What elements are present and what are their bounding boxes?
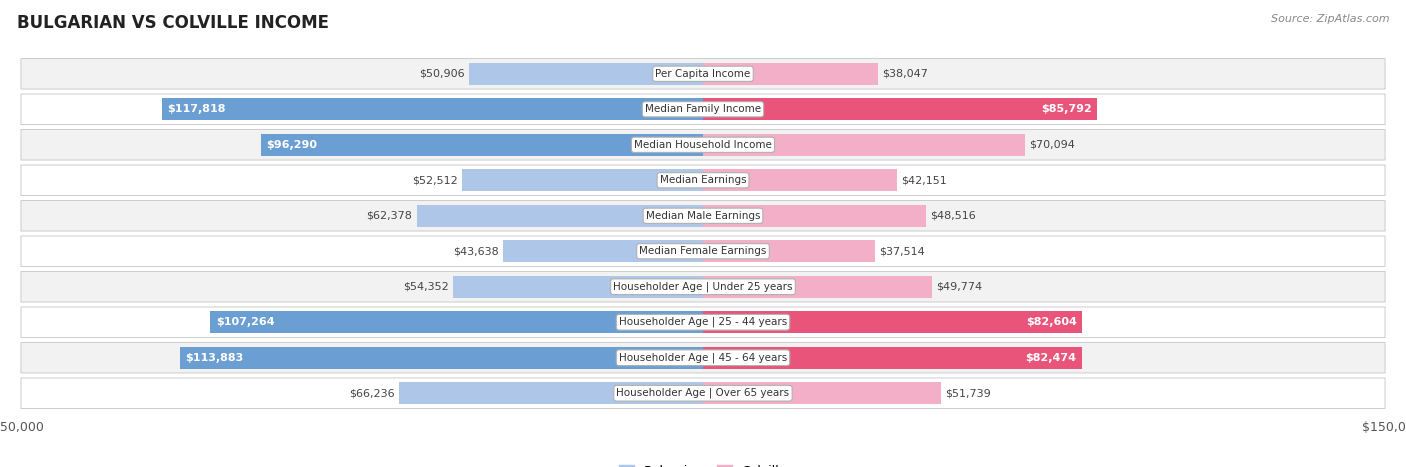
FancyBboxPatch shape xyxy=(21,378,1385,409)
Text: $52,512: $52,512 xyxy=(412,175,458,185)
Bar xyxy=(461,169,703,191)
Text: $85,792: $85,792 xyxy=(1040,104,1091,114)
FancyBboxPatch shape xyxy=(21,129,1385,160)
Text: Source: ZipAtlas.com: Source: ZipAtlas.com xyxy=(1271,14,1389,24)
Text: Median Female Earnings: Median Female Earnings xyxy=(640,246,766,256)
Bar xyxy=(211,311,703,333)
FancyBboxPatch shape xyxy=(21,342,1385,373)
Bar xyxy=(260,134,703,156)
FancyBboxPatch shape xyxy=(21,271,1385,302)
Bar xyxy=(703,205,925,227)
Bar xyxy=(180,347,703,369)
Bar xyxy=(703,276,932,298)
Text: $54,352: $54,352 xyxy=(404,282,450,292)
Bar xyxy=(470,63,703,85)
Text: $37,514: $37,514 xyxy=(879,246,925,256)
Bar xyxy=(502,240,703,262)
Text: $62,378: $62,378 xyxy=(367,211,412,221)
Bar xyxy=(399,382,703,404)
FancyBboxPatch shape xyxy=(21,94,1385,125)
Text: $43,638: $43,638 xyxy=(453,246,499,256)
Text: $66,236: $66,236 xyxy=(349,388,395,398)
Bar xyxy=(703,98,1097,120)
Text: Householder Age | Under 25 years: Householder Age | Under 25 years xyxy=(613,282,793,292)
FancyBboxPatch shape xyxy=(21,307,1385,338)
Text: Per Capita Income: Per Capita Income xyxy=(655,69,751,79)
Text: Median Male Earnings: Median Male Earnings xyxy=(645,211,761,221)
Text: $70,094: $70,094 xyxy=(1029,140,1076,150)
Bar xyxy=(703,347,1081,369)
Text: Median Family Income: Median Family Income xyxy=(645,104,761,114)
Text: $96,290: $96,290 xyxy=(266,140,318,150)
Bar xyxy=(703,311,1083,333)
Text: Householder Age | Over 65 years: Householder Age | Over 65 years xyxy=(616,388,790,398)
Text: $51,739: $51,739 xyxy=(945,388,990,398)
Text: $113,883: $113,883 xyxy=(186,353,243,363)
Bar xyxy=(703,240,876,262)
Bar xyxy=(703,382,941,404)
Bar xyxy=(703,134,1025,156)
Text: Median Household Income: Median Household Income xyxy=(634,140,772,150)
Text: $117,818: $117,818 xyxy=(167,104,226,114)
Text: $48,516: $48,516 xyxy=(929,211,976,221)
Text: $49,774: $49,774 xyxy=(936,282,981,292)
FancyBboxPatch shape xyxy=(21,58,1385,89)
Legend: Bulgarian, Colville: Bulgarian, Colville xyxy=(614,460,792,467)
Bar xyxy=(703,169,897,191)
Bar xyxy=(453,276,703,298)
FancyBboxPatch shape xyxy=(21,236,1385,267)
FancyBboxPatch shape xyxy=(21,200,1385,231)
Text: Householder Age | 45 - 64 years: Householder Age | 45 - 64 years xyxy=(619,353,787,363)
Text: $42,151: $42,151 xyxy=(901,175,946,185)
Bar xyxy=(703,63,877,85)
Bar xyxy=(416,205,703,227)
Text: $107,264: $107,264 xyxy=(217,317,274,327)
Bar xyxy=(162,98,703,120)
Text: Median Earnings: Median Earnings xyxy=(659,175,747,185)
Text: BULGARIAN VS COLVILLE INCOME: BULGARIAN VS COLVILLE INCOME xyxy=(17,14,329,32)
Text: $50,906: $50,906 xyxy=(419,69,465,79)
Text: $82,474: $82,474 xyxy=(1025,353,1076,363)
Text: $38,047: $38,047 xyxy=(882,69,928,79)
Text: $82,604: $82,604 xyxy=(1026,317,1077,327)
FancyBboxPatch shape xyxy=(21,165,1385,196)
Text: Householder Age | 25 - 44 years: Householder Age | 25 - 44 years xyxy=(619,317,787,327)
